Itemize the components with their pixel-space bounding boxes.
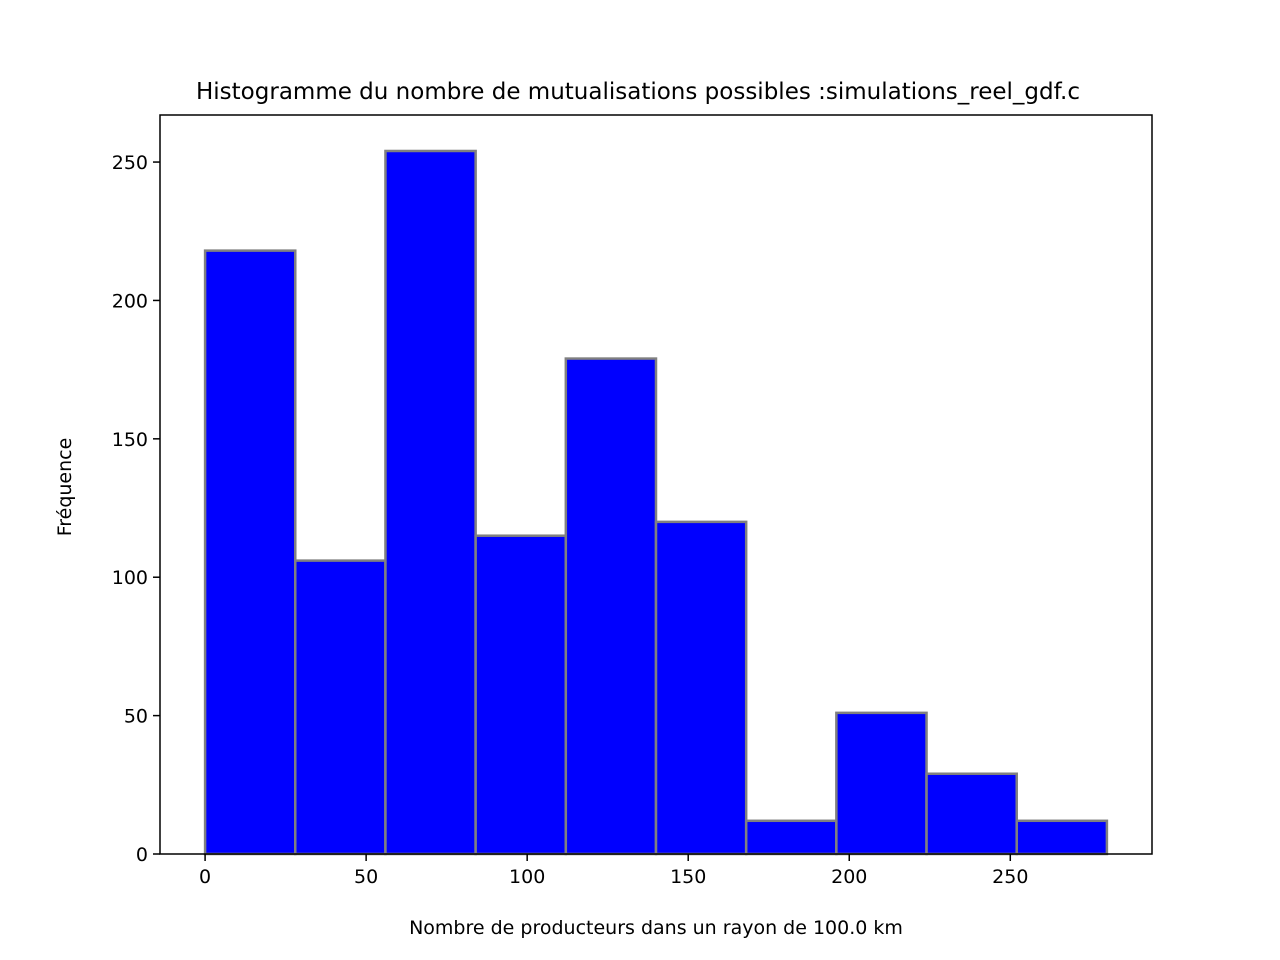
x-tick-label: 50 (354, 866, 378, 888)
x-tick-label: 100 (509, 866, 545, 888)
histogram-bar (384, 149, 477, 856)
histogram-bar (564, 357, 658, 856)
histogram-bar (474, 534, 568, 856)
x-tick-label: 200 (831, 866, 867, 888)
y-tick-label: 200 (112, 290, 148, 312)
y-tick-label: 0 (136, 844, 148, 866)
chart-title: Histogramme du nombre de mutualisations … (196, 79, 1080, 105)
y-tick-label: 50 (124, 706, 148, 728)
bars-group (203, 149, 1109, 856)
y-axis-ticks: 0 50 100 150 200 250 (112, 152, 160, 866)
y-tick-label: 250 (112, 152, 148, 174)
histogram-bar (203, 249, 297, 856)
x-tick-label: 150 (670, 866, 706, 888)
y-axis-label: Fréquence (54, 438, 76, 537)
y-tick-label: 100 (112, 567, 148, 589)
histogram-bar (925, 772, 1018, 856)
plot-frame (159, 114, 1153, 855)
x-tick-label: 250 (992, 866, 1028, 888)
y-tick-label: 150 (112, 429, 148, 451)
x-tick-label: 0 (199, 866, 211, 888)
histogram-bar (835, 711, 928, 856)
histogram-bar (294, 559, 387, 856)
histogram-bar (1015, 819, 1109, 856)
histogram-bar (654, 520, 748, 856)
x-axis-ticks: 0 50 100 150 200 250 (199, 854, 1028, 888)
x-axis-label: Nombre de producteurs dans un rayon de 1… (409, 917, 903, 939)
histogram-bar (744, 819, 838, 856)
